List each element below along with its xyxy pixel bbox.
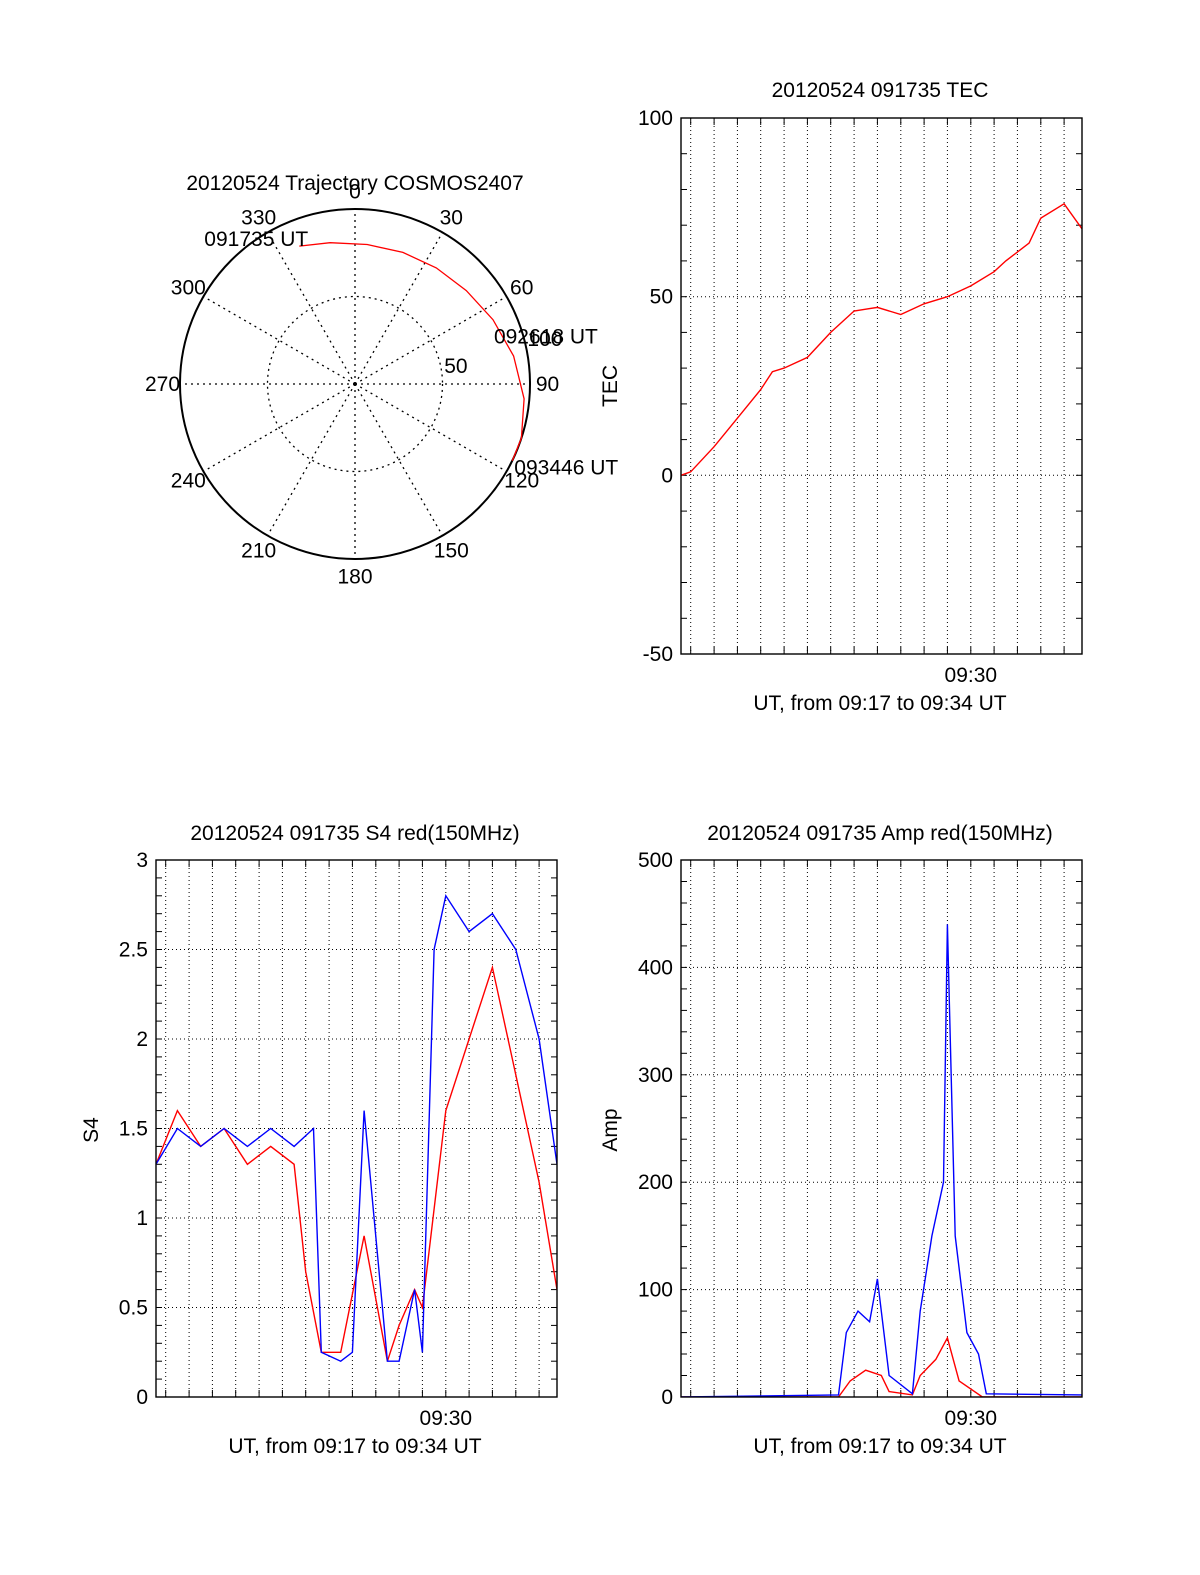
polar-spoke-330 — [266, 232, 356, 385]
polar-angle-label-120: 120 — [504, 469, 539, 492]
tec-ytick-label: -50 — [643, 643, 673, 666]
polar-radial-label-50: 50 — [444, 355, 467, 378]
polar-angle-label-60: 60 — [510, 277, 533, 300]
polar-angle-label-300: 300 — [171, 277, 206, 300]
amp-ytick-label: 400 — [638, 956, 673, 979]
polar-spoke-300 — [203, 295, 356, 385]
polar-time-annotation: 091735 UT — [204, 228, 308, 251]
amp-series-line-0 — [681, 1336, 1082, 1397]
amp-ytick-label: 100 — [638, 1279, 673, 1302]
polar-spoke-60 — [354, 295, 507, 385]
polar-angle-label-0: 0 — [349, 181, 361, 204]
tec-frame — [680, 117, 1083, 655]
polar-angle-labels: 0 30 60 90 120 150 180 210 240 270 300 330 50 100 — [145, 181, 562, 589]
tec-series-line-0 — [681, 202, 1082, 476]
polar-grid — [179, 208, 531, 560]
s4-xtick-label: 09:30 — [420, 1407, 473, 1430]
tec-ytick-label: 0 — [661, 464, 673, 487]
polar-time-annotation: 092618 UT — [494, 325, 598, 348]
amp-title: 20120524 091735 Amp red(150MHz) — [707, 822, 1053, 845]
polar-angle-label-180: 180 — [337, 566, 372, 589]
s4-plot-area: 0 0.5 1 1.5 2 2.5 3 09:30 — [119, 849, 558, 1430]
polar-spoke-210 — [266, 383, 356, 536]
polar-angle-label-240: 240 — [171, 469, 206, 492]
tec-ytick-label: 50 — [650, 286, 673, 309]
s4-series-line-1 — [156, 894, 557, 1363]
amp-series-line-1 — [681, 924, 1082, 1397]
s4-chart-panel: 20120524 091735 S4 red(150MHz) UT, from … — [80, 822, 558, 1458]
amp-ylabel: Amp — [599, 1108, 622, 1151]
s4-ytick-label: 1 — [136, 1207, 148, 1230]
tec-ytick-label: 100 — [638, 107, 673, 130]
polar-angle-label-30: 30 — [440, 206, 463, 229]
polar-outer-circle — [179, 208, 531, 560]
s4-ytick-label: 1.5 — [119, 1118, 148, 1141]
s4-ytick-label: 3 — [136, 849, 148, 872]
tec-plot-area: -50 0 50 100 09:30 — [638, 107, 1083, 687]
polar-radial-label-100: 100 — [527, 328, 562, 351]
amp-ytick-label: 200 — [638, 1171, 673, 1194]
polar-angle-label-150: 150 — [434, 540, 469, 563]
polar-series — [299, 242, 525, 461]
s4-ytick-label: 0 — [136, 1386, 148, 1409]
s4-ytick-label: 2 — [136, 1028, 148, 1051]
amp-ytick-label: 500 — [638, 849, 673, 872]
amp-plot-area: 0 100 200 300 400 500 09:30 — [638, 849, 1083, 1430]
tec-xtick-label: 09:30 — [945, 664, 998, 687]
amp-ytick-label: 300 — [638, 1064, 673, 1087]
s4-series-line-0 — [156, 964, 557, 1362]
polar-spoke-30 — [354, 232, 444, 385]
polar-angle-label-330: 330 — [241, 206, 276, 229]
s4-ylabel: S4 — [80, 1117, 103, 1143]
polar-spoke-240 — [203, 383, 356, 473]
polar-trajectory-line-0 — [299, 242, 525, 461]
polar-trajectory-panel: 20120524 Trajectory COSMOS2407 0 30 60 90 12… — [145, 172, 618, 589]
amp-xtick-label: 09:30 — [945, 1407, 998, 1430]
amp-ytick-label: 0 — [661, 1386, 673, 1409]
s4-xlabel: UT, from 09:17 to 09:34 UT — [228, 1435, 481, 1458]
tec-chart-panel: 20120524 091735 TEC UT, from 09:17 to 09… — [599, 79, 1083, 715]
s4-frame — [155, 859, 558, 1398]
amp-xlabel: UT, from 09:17 to 09:34 UT — [753, 1435, 1006, 1458]
polar-time-annotation: 093446 UT — [514, 457, 618, 480]
s4-title: 20120524 091735 S4 red(150MHz) — [190, 822, 519, 845]
tec-ylabel: TEC — [599, 365, 622, 407]
polar-ring-50 — [266, 295, 444, 473]
polar-angle-label-270: 270 — [145, 373, 180, 396]
polar-title: 20120524 Trajectory COSMOS2407 — [186, 172, 523, 195]
tec-xlabel: UT, from 09:17 to 09:34 UT — [753, 692, 1006, 715]
polar-spoke-150 — [354, 383, 444, 536]
s4-ytick-label: 0.5 — [119, 1297, 148, 1320]
polar-angle-label-90: 90 — [536, 373, 559, 396]
amp-frame — [680, 859, 1083, 1398]
tec-title: 20120524 091735 TEC — [772, 79, 989, 102]
amp-chart-panel: 20120524 091735 Amp red(150MHz) UT, from… — [599, 822, 1083, 1458]
polar-annotations: 091735 UT 092618 UT 093446 UT — [204, 228, 618, 480]
polar-spoke-120 — [354, 383, 507, 473]
polar-angle-label-210: 210 — [241, 540, 276, 563]
s4-ytick-label: 2.5 — [119, 939, 148, 962]
